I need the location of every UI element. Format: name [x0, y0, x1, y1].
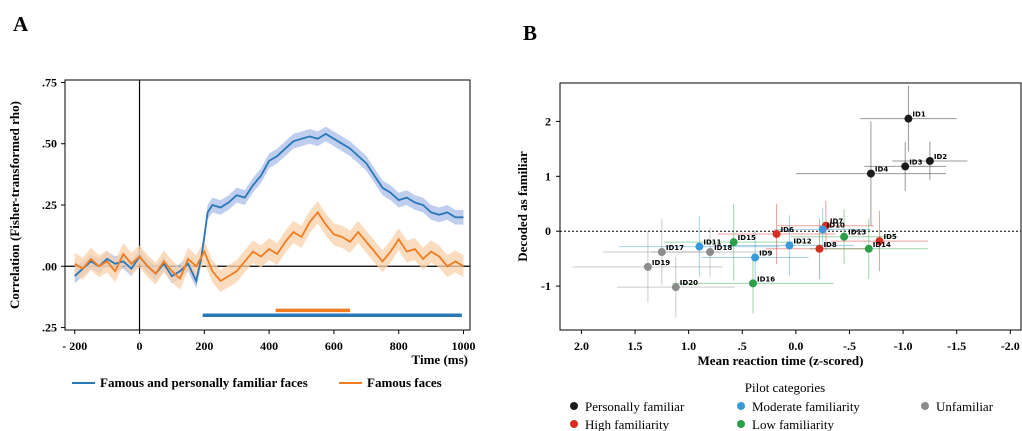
panel-label-a: A	[13, 12, 29, 36]
point-label: ID2	[934, 153, 947, 161]
point-label: ID7	[830, 218, 843, 226]
scatter-point	[925, 156, 934, 165]
series-line-1	[74, 210, 464, 283]
point-label: ID4	[875, 166, 888, 174]
x-tick-label-b: -1.0	[894, 339, 913, 353]
x-tick-label-b: 1.5	[628, 339, 643, 353]
x-tick-label-b: 1.0	[681, 339, 696, 353]
scatter-point	[815, 244, 824, 253]
point-label: ID14	[873, 241, 891, 249]
point-label: ID6	[781, 226, 794, 234]
scatter-point	[706, 248, 715, 257]
y-tick-label-a: .00	[42, 259, 57, 273]
point-label: ID13	[848, 229, 866, 237]
scatter-point	[864, 244, 873, 253]
x-tick-label-b: .5	[738, 339, 747, 353]
confidence-band-1	[74, 201, 464, 292]
legend-label-a-1: Famous faces	[367, 375, 442, 390]
legend-marker-b	[921, 402, 929, 410]
point-label: ID3	[909, 158, 922, 166]
scatter-point	[875, 237, 884, 246]
scatter-point	[904, 114, 913, 123]
point-label: ID8	[823, 241, 836, 249]
chart-a: .25 .00 .25 .50 .75 - 200 0 200 400 600 800 1000Tim…	[7, 75, 476, 390]
legend-label-b: Moderate familiarity	[752, 399, 860, 414]
legend-label-b: Personally familiar	[585, 399, 685, 414]
scatter-point	[840, 232, 849, 241]
scatter-point	[729, 238, 738, 247]
y-tick-label-b: -1	[541, 279, 551, 293]
confidence-band-0	[74, 126, 464, 289]
panel-label-b: B	[523, 21, 537, 45]
y-axis-label-b: Decoded as familiar	[515, 151, 530, 262]
chart-b: -1 0 1 2 2.0 1.5 1.0 .5 0.0 -.5 -1.0 -1.5 -2.0 Mean r…	[515, 82, 1022, 431]
y-tick-label-b: 0	[545, 224, 551, 238]
point-label: ID17	[666, 244, 684, 252]
x-tick-label-b: -2.0	[1001, 339, 1020, 353]
point-label: ID5	[883, 233, 896, 241]
legend-label-b: Unfamiliar	[936, 399, 994, 414]
y-tick-label-b: 1	[545, 169, 551, 183]
y-tick-label-a: .75	[42, 75, 57, 89]
scatter-point	[695, 242, 704, 251]
x-tick-label-a: 1000	[452, 339, 476, 353]
point-label: ID15	[738, 234, 756, 242]
point-label: ID16	[757, 275, 775, 283]
point-label: ID12	[793, 237, 811, 245]
scatter-point	[785, 241, 794, 250]
point-label: ID19	[652, 259, 670, 267]
x-tick-label-b: -.5	[843, 339, 856, 353]
legend-title-b: Pilot categories	[745, 380, 826, 395]
plot-frame-b	[559, 82, 1022, 331]
y-tick-label-a: .50	[42, 137, 57, 151]
point-label: ID11	[703, 239, 721, 247]
scatter-point	[751, 253, 760, 262]
x-axis-label-a: Time (ms)	[412, 352, 468, 367]
scatter-point	[866, 169, 875, 178]
legend-marker-b	[737, 402, 745, 410]
x-tick-label-a: 800	[390, 339, 408, 353]
x-tick-label-b: 0.0	[788, 339, 803, 353]
x-tick-label-b: -1.5	[947, 339, 966, 353]
x-tick-label-b: 2.0	[574, 339, 589, 353]
scatter-point	[772, 229, 781, 238]
x-tick-label-a: 400	[260, 339, 278, 353]
y-tick-label-a: .25	[42, 198, 57, 212]
point-label: ID18	[714, 244, 732, 252]
scatter-point	[643, 262, 652, 271]
x-tick-label-a: - 200	[62, 339, 87, 353]
scatter-point	[818, 225, 827, 234]
x-axis-label-b: Mean reaction time (z-scored)	[698, 353, 864, 368]
x-tick-label-a: 0	[137, 339, 143, 353]
legend-marker-b	[570, 402, 578, 410]
scatter-point	[671, 283, 680, 292]
scatter-point	[748, 279, 757, 288]
y-axis-label-a: Correlation (Fisher-transformed rho)	[7, 101, 22, 309]
scatter-point	[657, 248, 666, 257]
point-label: ID20	[680, 279, 698, 287]
point-label: ID9	[759, 250, 772, 258]
point-label: ID1	[912, 111, 925, 119]
x-tick-label-a: 200	[195, 339, 213, 353]
legend-label-a-0: Famous and personally familiar faces	[100, 375, 308, 390]
x-tick-label-a: 600	[325, 339, 343, 353]
point-label: ID10	[827, 222, 845, 230]
legend-marker-b	[737, 420, 745, 428]
legend-label-b: High familiarity	[585, 417, 670, 431]
scatter-point	[901, 162, 910, 171]
y-tick-label-a: .25	[42, 321, 57, 335]
legend-label-b: Low familiarity	[752, 417, 834, 431]
legend-marker-b	[570, 420, 578, 428]
y-tick-label-b: 2	[545, 114, 551, 128]
